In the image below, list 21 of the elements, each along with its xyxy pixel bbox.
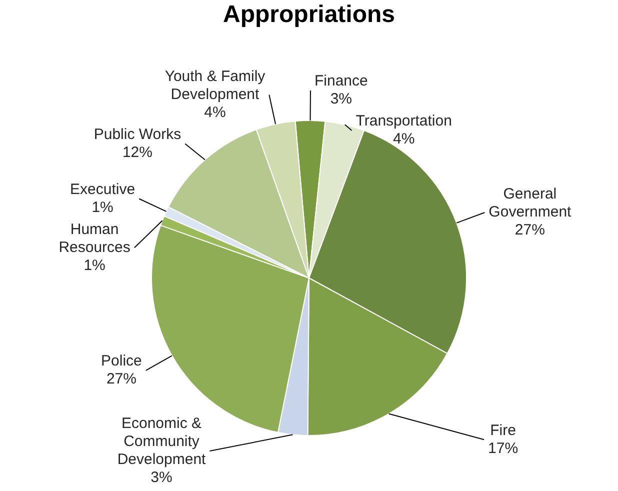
chart-title: Appropriations [222, 0, 396, 30]
slice-label: Fire [490, 422, 516, 439]
data-label: 4% [392, 130, 415, 148]
slice-label: Police [101, 352, 142, 370]
data-label: 3% [150, 469, 172, 486]
slice-label: Human Resources [58, 220, 130, 256]
slice-label: Public Works [94, 126, 182, 143]
slice-label: Finance [314, 72, 368, 90]
data-label: 3% [330, 90, 352, 108]
data-label: 1% [92, 198, 114, 216]
data-label: 27% [514, 222, 545, 239]
slice-label: Transportation [356, 112, 452, 130]
slice-label: Economic & Community Development [117, 415, 207, 468]
data-label: 4% [204, 104, 226, 121]
data-label: 27% [106, 370, 136, 388]
data-label: 12% [122, 144, 152, 161]
slice-label: General Government [488, 186, 572, 221]
slice-label: Youth & Family Development [164, 68, 266, 103]
data-label: 1% [84, 256, 106, 274]
slice-label: Executive [70, 180, 136, 198]
data-label: 17% [488, 440, 518, 457]
